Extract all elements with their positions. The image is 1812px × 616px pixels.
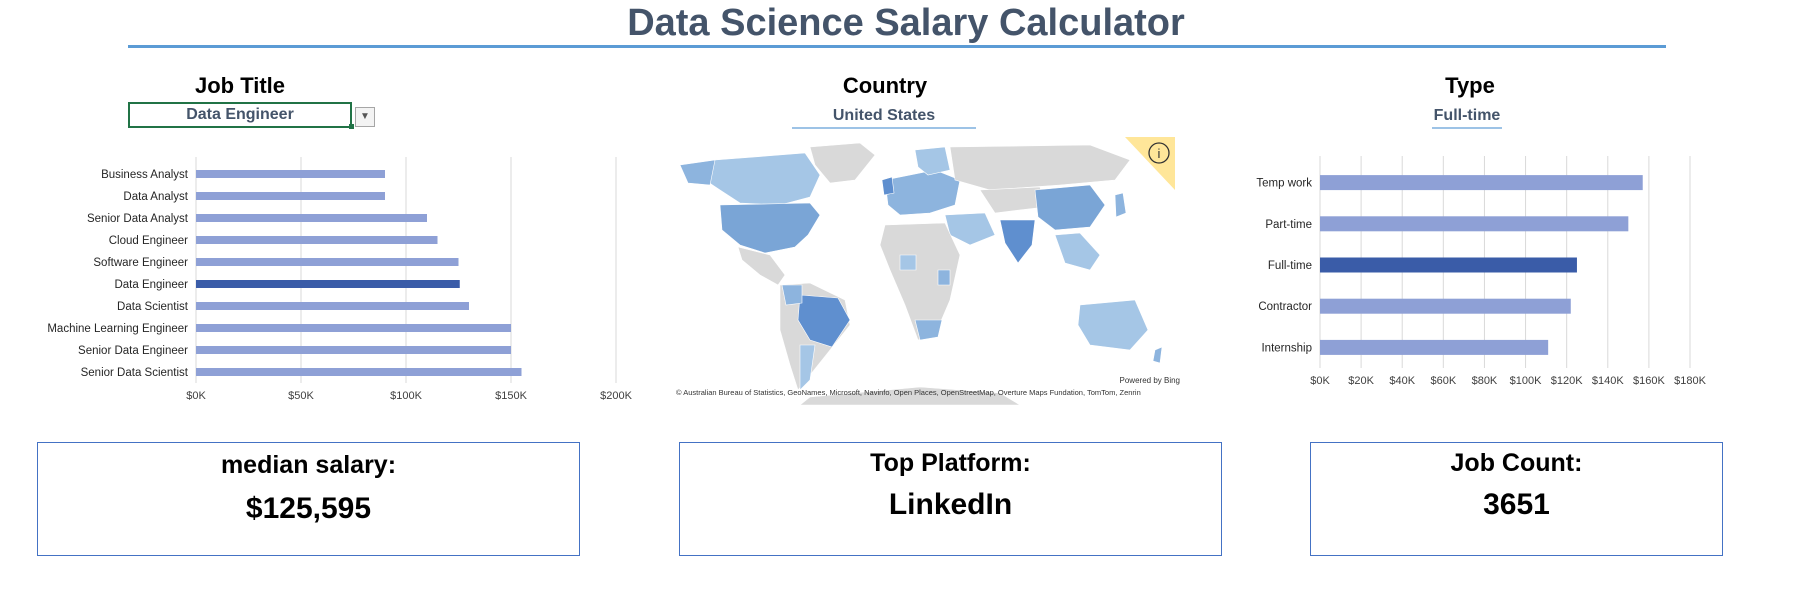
alaska-region: [679, 159, 716, 186]
scandinavia-region: [914, 146, 951, 176]
chevron-down-icon[interactable]: ▼: [355, 107, 375, 127]
job-title-salary-chart: $0K $50K $100K $150K $200K Business Analyst Da…: [47, 157, 633, 402]
type-underline: [1432, 127, 1502, 129]
x-tick-label: $140K: [1592, 375, 1624, 387]
page-title: Data Science Salary Calculator: [627, 2, 1185, 44]
x-tick-label: $0K: [186, 390, 206, 402]
category-label: Software Engineer: [93, 257, 188, 269]
category-label: Machine Learning Engineer: [47, 323, 188, 335]
x-tick-label: $20K: [1348, 375, 1374, 387]
country-value[interactable]: United States: [832, 107, 936, 124]
type-heading: Type: [1445, 73, 1495, 98]
southeast-asia-region: [1054, 232, 1101, 271]
bar-contractor: [1320, 298, 1571, 314]
india-region: [999, 219, 1036, 264]
x-tick-label: $100K: [390, 390, 422, 402]
category-label: Cloud Engineer: [109, 235, 188, 247]
argentina-region: [799, 344, 816, 391]
svg-text:i: i: [1158, 146, 1161, 161]
bar-software-engineer: [196, 258, 459, 266]
top-platform-label: Top Platform:: [870, 449, 1031, 477]
bar-temp-work: [1320, 175, 1643, 191]
info-corner: [1125, 137, 1175, 190]
category-label: Part-time: [1265, 219, 1312, 231]
x-tick-label: $50K: [288, 390, 314, 402]
x-tick-label: $160K: [1633, 375, 1665, 387]
bar-senior-data-scientist: [196, 368, 522, 376]
bar-part-time: [1320, 216, 1629, 232]
title-underline: [128, 45, 1666, 48]
median-salary-card: median salary: $125,595: [37, 442, 580, 556]
job-count-card: Job Count: 3651: [1310, 442, 1723, 556]
south-africa-region: [914, 319, 943, 341]
job-count-label: Job Count:: [1450, 449, 1583, 477]
x-tick-label: $0K: [1310, 375, 1330, 387]
category-label: Contractor: [1258, 301, 1312, 313]
x-tick-label: $100K: [1510, 375, 1542, 387]
nigeria-region: [899, 254, 917, 271]
country-heading: Country: [842, 73, 928, 98]
job-title-heading: Job Title: [194, 73, 286, 98]
category-label: Full-time: [1268, 260, 1312, 272]
x-tick-label: $180K: [1674, 375, 1706, 387]
bar-business-analyst: [196, 170, 385, 178]
category-label: Senior Data Analyst: [87, 213, 189, 225]
cell-fill-handle[interactable]: [349, 124, 354, 129]
top-platform-card: Top Platform: LinkedIn: [679, 442, 1222, 556]
bar-senior-data-engineer: [196, 346, 511, 354]
colombia-region: [781, 284, 803, 306]
russia-region: [949, 144, 1131, 191]
bar-full-time: [1320, 257, 1577, 273]
info-icon: [1148, 142, 1170, 164]
kenya-region: [937, 269, 951, 286]
antarctica-region: [799, 386, 1021, 405]
greenland-region: [809, 142, 876, 184]
usa-region: [719, 202, 821, 254]
bar-internship: [1320, 339, 1549, 355]
x-tick-label: $120K: [1551, 375, 1583, 387]
job-title-dropdown[interactable]: Data Engineer: [128, 102, 352, 128]
category-label: Data Engineer: [114, 279, 188, 291]
bar-data-engineer: [196, 280, 460, 288]
uk-region: [881, 176, 895, 196]
job-count-value: 3651: [1483, 488, 1550, 521]
x-tick-label: $40K: [1389, 375, 1415, 387]
category-label: Internship: [1261, 342, 1312, 354]
europe-region: [884, 169, 961, 216]
category-label: Business Analyst: [101, 169, 189, 181]
canada-region: [704, 152, 821, 206]
category-label: Senior Data Engineer: [78, 345, 188, 357]
world-map[interactable]: i: [660, 135, 1180, 405]
category-label: Data Analyst: [123, 191, 188, 203]
brazil-region: [797, 294, 851, 348]
australia-region: [1077, 299, 1149, 351]
top-platform-value: LinkedIn: [888, 488, 1013, 521]
category-label: Senior Data Scientist: [81, 367, 189, 379]
x-tick-label: $80K: [1472, 375, 1498, 387]
job-title-value: Data Engineer: [186, 106, 294, 123]
type-value[interactable]: Full-time: [1433, 107, 1501, 124]
new-zealand-region: [1152, 346, 1163, 364]
china-region: [1034, 184, 1106, 231]
bar-machine-learning-engineer: [196, 324, 511, 332]
bar-data-analyst: [196, 192, 385, 200]
bar-data-scientist: [196, 302, 469, 310]
category-label: Data Scientist: [117, 301, 189, 313]
map-powered-by: Powered by Bing: [1119, 376, 1180, 385]
map-attribution: © Australian Bureau of Statistics, GeoNa…: [676, 388, 1141, 397]
mexico-region: [737, 246, 786, 286]
x-tick-label: $150K: [495, 390, 527, 402]
median-salary-label: median salary:: [220, 451, 397, 479]
median-salary-value: $125,595: [245, 492, 372, 525]
x-tick-label: $200K: [600, 390, 632, 402]
bar-cloud-engineer: [196, 236, 438, 244]
country-underline: [792, 127, 976, 129]
japan-region: [1114, 192, 1127, 218]
bar-senior-data-analyst: [196, 214, 427, 222]
category-label: Temp work: [1256, 178, 1312, 190]
x-tick-label: $60K: [1430, 375, 1456, 387]
job-type-salary-chart: $0K $20K $40K $60K $80K $100K $120K $140K $160K $…: [1256, 156, 1707, 387]
